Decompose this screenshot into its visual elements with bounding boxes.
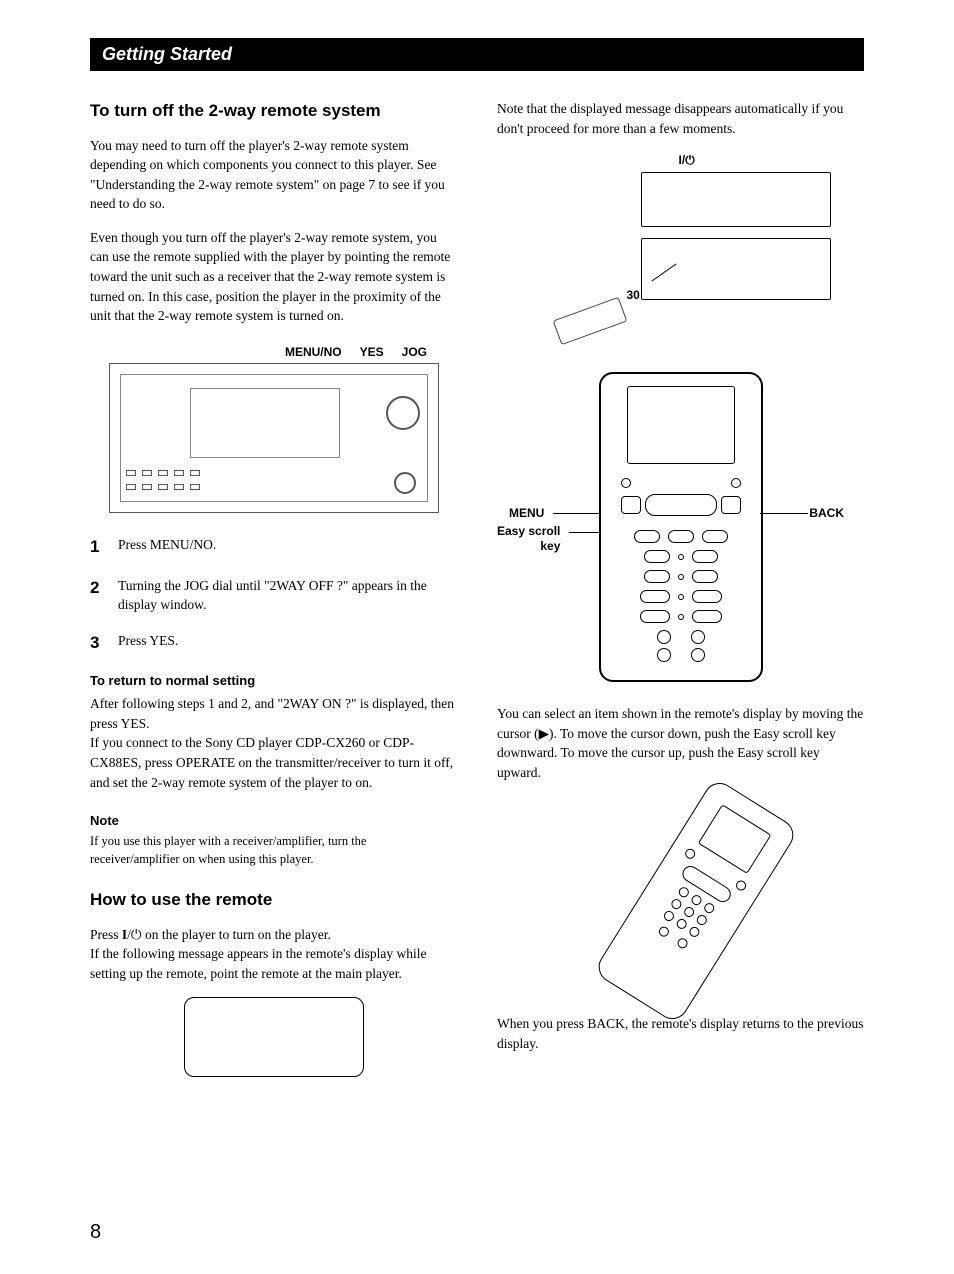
button-icon (692, 610, 722, 623)
step-number: 3 (90, 631, 104, 656)
button-icon (731, 478, 741, 488)
button-icon (644, 550, 670, 563)
callout-scroll-1: Easy scroll (497, 524, 560, 538)
button-icon (657, 648, 671, 662)
easy-scroll-key-icon (645, 494, 717, 516)
paragraph: Even though you turn off the player's 2-… (90, 228, 457, 326)
tilted-remote-diagram (576, 796, 786, 996)
remote-diagram-wrapper: MENU BACK Easy scroll key (497, 372, 864, 682)
button-icon (640, 590, 670, 603)
right-column: Note that the displayed message disappea… (497, 99, 864, 1077)
button-icon (678, 554, 684, 560)
step-number: 1 (90, 535, 104, 560)
button-icon (702, 530, 728, 543)
label-yes: YES (360, 344, 384, 361)
left-column: To turn off the 2-way remote system You … (90, 99, 457, 1077)
handheld-remote-icon (552, 297, 627, 345)
note-heading: Note (90, 812, 457, 831)
power-icon: ⏻ (685, 153, 695, 167)
note-body: If you use this player with a receiver/a… (90, 833, 457, 868)
button-icon (640, 610, 670, 623)
paragraph: Press I/⏻ on the player to turn on the p… (90, 925, 457, 945)
header-title: Getting Started (102, 44, 232, 64)
step-1: 1 Press MENU/NO. (90, 535, 457, 560)
button-icon (692, 570, 718, 583)
callout-back: BACK (809, 505, 844, 522)
button-icon (634, 530, 660, 543)
remote-front-diagram (599, 372, 763, 682)
button-icon (692, 590, 722, 603)
paragraph: When you press BACK, the remote's displa… (497, 1014, 864, 1053)
paragraph: You may need to turn off the player's 2-… (90, 136, 457, 214)
button-icon (621, 478, 631, 488)
back-button-icon (721, 496, 741, 514)
content-columns: To turn off the 2-way remote system You … (90, 99, 864, 1077)
button-icon (668, 530, 694, 543)
callout-scroll-2: key (497, 539, 560, 553)
remote-display-box (184, 997, 364, 1077)
step-2: 2 Turning the JOG dial until "2WAY OFF ?… (90, 576, 457, 615)
step-text: Press YES. (118, 631, 457, 656)
section-heading-use-remote: How to use the remote (90, 888, 457, 913)
paragraph: Note that the displayed message disappea… (497, 99, 864, 138)
menu-button-icon (621, 496, 641, 514)
paragraph: You can select an item shown in the remo… (497, 704, 864, 782)
leader-line (760, 513, 808, 514)
button-icon (691, 630, 705, 644)
button-icon (678, 594, 684, 600)
paragraph: If you connect to the Sony CD player CDP… (90, 733, 457, 792)
cd-unit-top-icon (641, 172, 831, 227)
cd-player-diagram (109, 363, 439, 513)
button-icon (691, 648, 705, 662)
leader-line (553, 513, 601, 514)
paragraph: If the following message appears in the … (90, 944, 457, 983)
step-text: Press MENU/NO. (118, 535, 457, 560)
callout-menu: MENU (509, 505, 544, 522)
step-text: Turning the JOG dial until "2WAY OFF ?" … (118, 576, 457, 615)
button-icon (678, 614, 684, 620)
return-heading: To return to normal setting (90, 672, 457, 691)
label-menu-no: MENU/NO (285, 344, 342, 361)
step-3: 3 Press YES. (90, 631, 457, 656)
step-number: 2 (90, 576, 104, 615)
player-diagram-labels: MENU/NO YES JOG (90, 344, 457, 361)
button-icon (692, 550, 718, 563)
section-heading-turn-off: To turn off the 2-way remote system (90, 99, 457, 124)
paragraph: After following steps 1 and 2, and "2WAY… (90, 694, 457, 733)
remote-screen-icon (627, 386, 735, 464)
angle-30-label: 30 (627, 287, 640, 304)
button-icon (678, 574, 684, 580)
leader-line (569, 532, 601, 533)
label-jog: JOG (402, 344, 427, 361)
system-diagram: I/⏻ 30 (531, 152, 831, 362)
page-number: 8 (90, 1221, 101, 1244)
button-icon (644, 570, 670, 583)
button-icon (657, 630, 671, 644)
header-bar: Getting Started (90, 38, 864, 71)
power-label: I/⏻ (679, 152, 695, 169)
